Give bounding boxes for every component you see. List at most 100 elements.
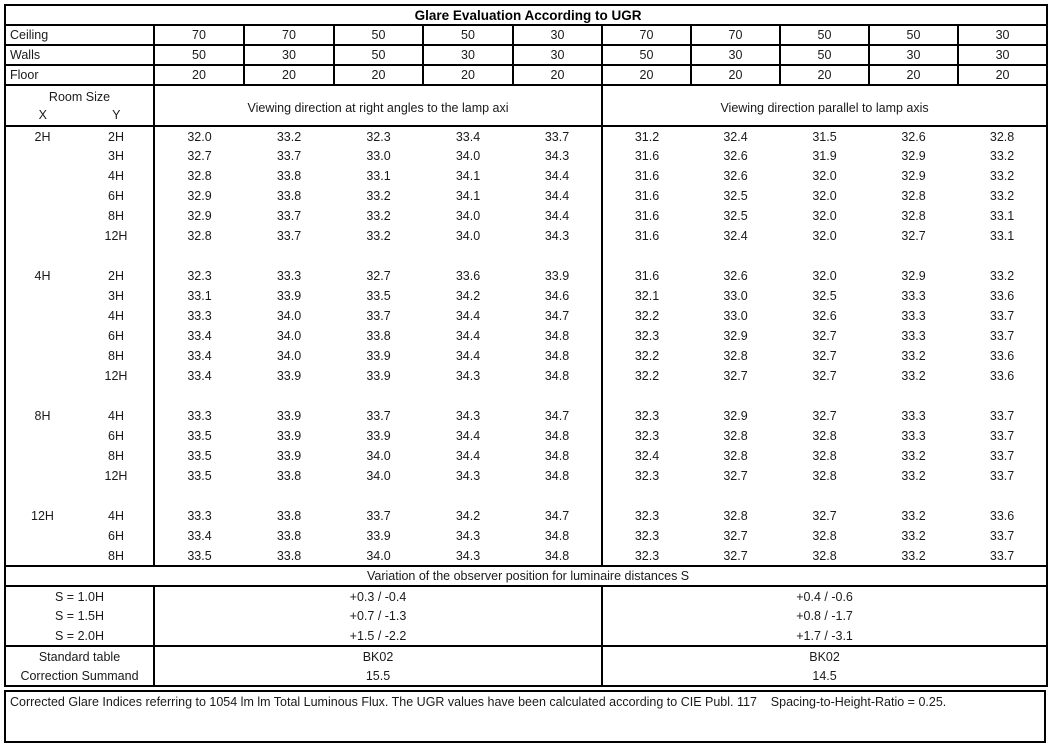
summary-value-right: 14.5 <box>812 668 837 683</box>
variation-row: S = 1.5H +0.7 / -1.3 +0.8 / -1.7 <box>5 606 1047 626</box>
ugr-value-right: 32.8 <box>812 469 837 483</box>
room-x-label <box>5 426 79 446</box>
ugr-table: Glare Evaluation According to UGR Ceilin… <box>4 4 1049 687</box>
ugr-value-left: 33.4 <box>455 129 481 144</box>
table-row: 4H 33.3 34.0 33.7 34.4 34.7 32.2 33.0 32.6 33.3 33… <box>5 306 1047 326</box>
spacer-cell <box>602 486 1047 506</box>
table-row: 8H 33.5 33.8 34.0 34.3 34.8 32.3 32.7 32.8 33.2 33… <box>5 546 1047 566</box>
ugr-value-right: 32.8 <box>723 509 748 523</box>
ugr-value-left: 32.8 <box>187 169 212 183</box>
variation-value-left: +0.7 / -1.3 <box>154 606 603 626</box>
ugr-value-right: 32.8 <box>901 189 926 203</box>
ugr-value-right: 33.2 <box>901 509 926 523</box>
spacer-cell <box>602 246 1047 266</box>
ugr-value-left: 33.3 <box>187 509 212 523</box>
room-y-label: 8H <box>79 446 155 466</box>
ugr-value-right: 32.7 <box>812 349 837 363</box>
room-x-label <box>5 206 79 226</box>
variation-value-right: +0.8 / -1.7 <box>796 609 853 623</box>
summary-row: Correction Summand 15.5 14.5 <box>5 666 1047 686</box>
surface-row-label: Ceiling <box>4 24 155 46</box>
ugr-value-right: 32.3 <box>634 429 660 443</box>
ugr-value-left: 33.6 <box>455 269 481 283</box>
ugr-value-left: 33.9 <box>276 449 302 463</box>
surface-value: 70 <box>243 24 335 46</box>
ugr-value-left: 33.7 <box>366 409 391 423</box>
ugr-value-left: 33.5 <box>366 289 391 303</box>
room-y-label: 4H <box>79 306 155 326</box>
ugr-value-left: 33.5 <box>187 469 212 483</box>
ugr-value-right: 32.7 <box>723 469 748 483</box>
surface-value: 20 <box>779 64 870 86</box>
ugr-value-left: 34.3 <box>513 226 603 246</box>
variation-row: S = 2.0H +1.5 / -2.2 +1.7 / -3.1 <box>5 626 1048 647</box>
ugr-value-left: 33.9 <box>366 529 391 543</box>
ugr-value-left: 34.1 <box>455 189 481 203</box>
ugr-value-right: 33.2 <box>989 149 1015 163</box>
ugr-value-right: 32.6 <box>812 309 837 323</box>
surface-value: 30 <box>956 44 1049 66</box>
ugr-value-right: 33.3 <box>901 329 926 343</box>
room-y-label: 6H <box>79 186 155 206</box>
ugr-value-right: 32.2 <box>634 349 660 363</box>
surface-value: 20 <box>243 64 335 86</box>
ugr-value-left: 32.7 <box>187 149 212 163</box>
ugr-value-left: 33.9 <box>366 349 391 363</box>
ugr-value-left: 33.3 <box>187 309 212 323</box>
ugr-value-left: 34.0 <box>276 329 302 343</box>
ugr-value-left: 34.8 <box>513 446 603 466</box>
ugr-value-right: 32.3 <box>634 469 660 483</box>
room-x-label <box>5 346 79 366</box>
xy-labels: X Y <box>6 107 152 124</box>
ugr-value-right: 32.9 <box>901 269 926 283</box>
ugr-value-left: 34.0 <box>276 309 302 323</box>
variation-value-left: +0.3 / -0.4 <box>154 586 603 606</box>
surface-value: 50 <box>333 24 424 46</box>
variation-s-label: S = 2.0H <box>5 626 155 647</box>
ugr-value-left: 34.8 <box>513 546 603 566</box>
ugr-value-left: 33.4 <box>187 369 212 383</box>
ugr-value-left: 33.7 <box>366 509 391 523</box>
ugr-value-right: 33.1 <box>989 229 1015 243</box>
room-x-label <box>5 446 79 466</box>
room-y-label: 2H <box>79 126 155 146</box>
room-x-label: 8H <box>34 409 51 423</box>
ugr-value-right: 32.8 <box>812 429 837 443</box>
page-title: Glare Evaluation According to UGR <box>5 5 1048 26</box>
ugr-value-left: 33.5 <box>187 548 212 563</box>
ugr-value-right: 32.8 <box>812 449 837 463</box>
table-row: 12H 4H 33.3 33.8 33.7 34.2 34.7 32.3 32.8 32.7 33.… <box>5 506 1047 526</box>
ugr-value-right: 32.5 <box>723 189 748 203</box>
ugr-value-left: 33.8 <box>366 329 391 343</box>
ugr-value-right: 32.4 <box>723 129 748 144</box>
ugr-value-right: 33.1 <box>989 209 1015 223</box>
group-separator-row <box>5 486 1047 506</box>
ugr-value-left: 34.3 <box>455 369 481 383</box>
ugr-value-left: 33.2 <box>276 129 302 144</box>
surface-value: 30 <box>422 44 514 66</box>
ugr-value-right: 32.7 <box>812 369 837 383</box>
spacer-cell <box>79 246 155 266</box>
surface-value: 20 <box>601 64 692 86</box>
ugr-value-right: 32.5 <box>812 289 837 303</box>
spacer-cell <box>154 386 603 406</box>
ugr-value-right: 32.2 <box>634 369 660 383</box>
ugr-value-left: 33.7 <box>276 229 302 243</box>
ugr-value-right: 32.6 <box>901 129 926 144</box>
surface-row-label: Floor <box>4 64 155 86</box>
ugr-value-right: 31.6 <box>634 229 660 243</box>
room-y-label: 6H <box>79 426 155 446</box>
surface-value: 50 <box>422 24 514 46</box>
ugr-value-right: 32.3 <box>634 509 660 523</box>
ugr-value-left: 34.3 <box>455 529 481 543</box>
ugr-value-left: 32.8 <box>187 229 212 243</box>
ugr-value-right: 32.3 <box>634 529 660 543</box>
room-y-label: 2H <box>79 266 155 286</box>
ugr-value-right: 33.7 <box>989 529 1015 543</box>
ugr-value-right: 32.6 <box>723 169 748 183</box>
summary-label: Standard table <box>5 646 155 666</box>
column-header-row: Room Size X Y Viewing direction at right… <box>5 85 1048 127</box>
room-y-label: 12H <box>79 366 155 386</box>
surface-value: 30 <box>868 44 959 66</box>
